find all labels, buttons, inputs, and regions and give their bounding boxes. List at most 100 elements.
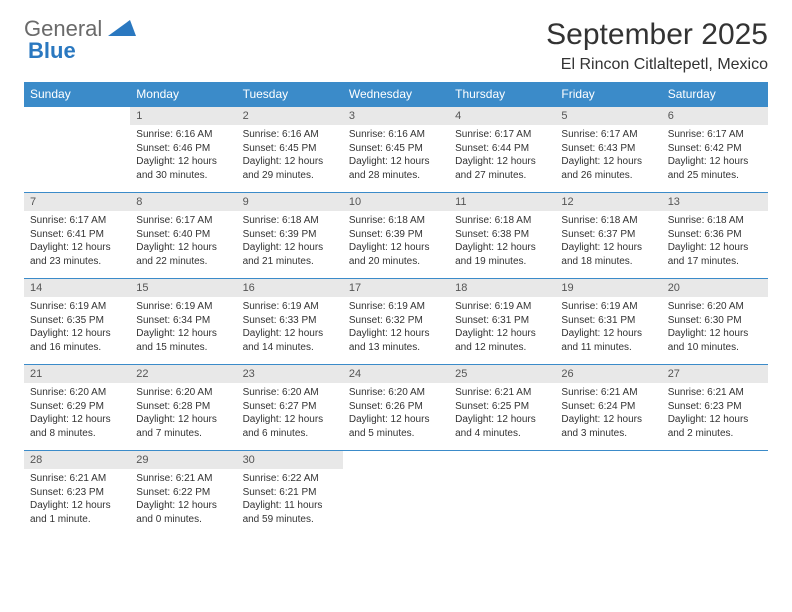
- daylight-text: Daylight: 12 hours: [561, 155, 655, 169]
- calendar-cell: 9Sunrise: 6:18 AMSunset: 6:39 PMDaylight…: [237, 193, 343, 279]
- daylight-text: Daylight: 11 hours: [243, 499, 337, 513]
- calendar-week-row: 1Sunrise: 6:16 AMSunset: 6:46 PMDaylight…: [24, 107, 768, 193]
- day-details: Sunrise: 6:18 AMSunset: 6:38 PMDaylight:…: [449, 211, 555, 278]
- sunset-text: Sunset: 6:24 PM: [561, 400, 655, 414]
- day-number: 24: [343, 365, 449, 383]
- daylight-text: and 0 minutes.: [136, 513, 230, 527]
- sunrise-text: Sunrise: 6:16 AM: [243, 128, 337, 142]
- logo-word2: Blue: [28, 40, 136, 62]
- daylight-text: Daylight: 12 hours: [136, 327, 230, 341]
- daylight-text: and 15 minutes.: [136, 341, 230, 355]
- daylight-text: Daylight: 12 hours: [561, 413, 655, 427]
- daylight-text: and 10 minutes.: [668, 341, 762, 355]
- day-details: Sunrise: 6:17 AMSunset: 6:43 PMDaylight:…: [555, 125, 661, 192]
- day-number: 30: [237, 451, 343, 469]
- daylight-text: and 5 minutes.: [349, 427, 443, 441]
- day-number: 16: [237, 279, 343, 297]
- daylight-text: and 29 minutes.: [243, 169, 337, 183]
- sunset-text: Sunset: 6:42 PM: [668, 142, 762, 156]
- logo-word1: General: [24, 18, 102, 40]
- daylight-text: Daylight: 12 hours: [561, 327, 655, 341]
- sunrise-text: Sunrise: 6:17 AM: [30, 214, 124, 228]
- sunset-text: Sunset: 6:39 PM: [243, 228, 337, 242]
- daylight-text: and 3 minutes.: [561, 427, 655, 441]
- daylight-text: Daylight: 12 hours: [243, 327, 337, 341]
- day-details: Sunrise: 6:19 AMSunset: 6:31 PMDaylight:…: [555, 297, 661, 364]
- sunrise-text: Sunrise: 6:18 AM: [561, 214, 655, 228]
- day-details: Sunrise: 6:17 AMSunset: 6:42 PMDaylight:…: [662, 125, 768, 192]
- calendar-cell: 27Sunrise: 6:21 AMSunset: 6:23 PMDayligh…: [662, 365, 768, 451]
- sunrise-text: Sunrise: 6:20 AM: [136, 386, 230, 400]
- calendar-cell: 24Sunrise: 6:20 AMSunset: 6:26 PMDayligh…: [343, 365, 449, 451]
- sunset-text: Sunset: 6:23 PM: [30, 486, 124, 500]
- weekday-header: Friday: [555, 82, 661, 107]
- calendar-cell: 26Sunrise: 6:21 AMSunset: 6:24 PMDayligh…: [555, 365, 661, 451]
- sunrise-text: Sunrise: 6:21 AM: [30, 472, 124, 486]
- daylight-text: Daylight: 12 hours: [30, 241, 124, 255]
- day-number: 4: [449, 107, 555, 125]
- day-details: Sunrise: 6:17 AMSunset: 6:44 PMDaylight:…: [449, 125, 555, 192]
- sunset-text: Sunset: 6:39 PM: [349, 228, 443, 242]
- daylight-text: and 59 minutes.: [243, 513, 337, 527]
- day-details: Sunrise: 6:21 AMSunset: 6:25 PMDaylight:…: [449, 383, 555, 450]
- daylight-text: and 25 minutes.: [668, 169, 762, 183]
- sunrise-text: Sunrise: 6:21 AM: [136, 472, 230, 486]
- calendar-cell: [449, 451, 555, 537]
- daylight-text: and 26 minutes.: [561, 169, 655, 183]
- day-details: Sunrise: 6:19 AMSunset: 6:33 PMDaylight:…: [237, 297, 343, 364]
- daylight-text: and 12 minutes.: [455, 341, 549, 355]
- daylight-text: and 19 minutes.: [455, 255, 549, 269]
- calendar-cell: 7Sunrise: 6:17 AMSunset: 6:41 PMDaylight…: [24, 193, 130, 279]
- sunrise-text: Sunrise: 6:19 AM: [30, 300, 124, 314]
- weekday-header: Tuesday: [237, 82, 343, 107]
- day-number: 14: [24, 279, 130, 297]
- day-details: Sunrise: 6:20 AMSunset: 6:28 PMDaylight:…: [130, 383, 236, 450]
- sunrise-text: Sunrise: 6:20 AM: [30, 386, 124, 400]
- sunset-text: Sunset: 6:45 PM: [349, 142, 443, 156]
- calendar-cell: 17Sunrise: 6:19 AMSunset: 6:32 PMDayligh…: [343, 279, 449, 365]
- logo: General Blue: [24, 18, 136, 62]
- day-number: 10: [343, 193, 449, 211]
- daylight-text: and 16 minutes.: [30, 341, 124, 355]
- calendar-cell: 6Sunrise: 6:17 AMSunset: 6:42 PMDaylight…: [662, 107, 768, 193]
- sunrise-text: Sunrise: 6:20 AM: [243, 386, 337, 400]
- day-number: 13: [662, 193, 768, 211]
- calendar-cell: 19Sunrise: 6:19 AMSunset: 6:31 PMDayligh…: [555, 279, 661, 365]
- day-number: 29: [130, 451, 236, 469]
- day-number: 21: [24, 365, 130, 383]
- calendar-cell: 11Sunrise: 6:18 AMSunset: 6:38 PMDayligh…: [449, 193, 555, 279]
- daylight-text: and 1 minute.: [30, 513, 124, 527]
- calendar-cell: 1Sunrise: 6:16 AMSunset: 6:46 PMDaylight…: [130, 107, 236, 193]
- sunrise-text: Sunrise: 6:20 AM: [668, 300, 762, 314]
- sunset-text: Sunset: 6:31 PM: [455, 314, 549, 328]
- daylight-text: Daylight: 12 hours: [668, 241, 762, 255]
- sunrise-text: Sunrise: 6:19 AM: [455, 300, 549, 314]
- day-number: 3: [343, 107, 449, 125]
- day-details: Sunrise: 6:19 AMSunset: 6:31 PMDaylight:…: [449, 297, 555, 364]
- daylight-text: Daylight: 12 hours: [455, 155, 549, 169]
- day-details: Sunrise: 6:20 AMSunset: 6:29 PMDaylight:…: [24, 383, 130, 450]
- daylight-text: Daylight: 12 hours: [30, 499, 124, 513]
- daylight-text: and 2 minutes.: [668, 427, 762, 441]
- daylight-text: Daylight: 12 hours: [349, 241, 443, 255]
- day-number: 9: [237, 193, 343, 211]
- calendar-cell: 2Sunrise: 6:16 AMSunset: 6:45 PMDaylight…: [237, 107, 343, 193]
- daylight-text: and 14 minutes.: [243, 341, 337, 355]
- sunrise-text: Sunrise: 6:16 AM: [136, 128, 230, 142]
- sunrise-text: Sunrise: 6:19 AM: [561, 300, 655, 314]
- sunrise-text: Sunrise: 6:21 AM: [668, 386, 762, 400]
- daylight-text: Daylight: 12 hours: [243, 241, 337, 255]
- daylight-text: Daylight: 12 hours: [668, 413, 762, 427]
- day-number: 17: [343, 279, 449, 297]
- month-title: September 2025: [546, 18, 768, 52]
- sunset-text: Sunset: 6:40 PM: [136, 228, 230, 242]
- calendar-cell: 14Sunrise: 6:19 AMSunset: 6:35 PMDayligh…: [24, 279, 130, 365]
- location: El Rincon Citlaltepetl, Mexico: [546, 56, 768, 74]
- weekday-header: Sunday: [24, 82, 130, 107]
- calendar-cell: 16Sunrise: 6:19 AMSunset: 6:33 PMDayligh…: [237, 279, 343, 365]
- header: General Blue September 2025 El Rincon Ci…: [24, 18, 768, 74]
- daylight-text: Daylight: 12 hours: [561, 241, 655, 255]
- day-details: Sunrise: 6:18 AMSunset: 6:39 PMDaylight:…: [237, 211, 343, 278]
- day-number: 15: [130, 279, 236, 297]
- calendar-table: Sunday Monday Tuesday Wednesday Thursday…: [24, 82, 768, 536]
